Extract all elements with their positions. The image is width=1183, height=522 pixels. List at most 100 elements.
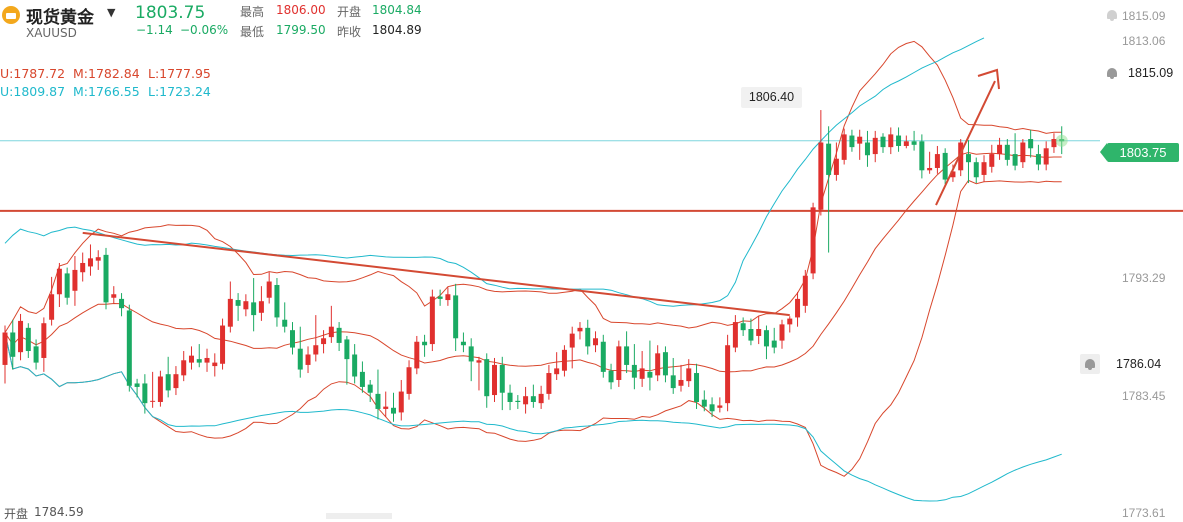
candle-body bbox=[787, 318, 793, 325]
candle-body bbox=[49, 294, 55, 320]
candle-body bbox=[492, 364, 498, 396]
candle-body bbox=[398, 391, 404, 413]
candle-body bbox=[841, 134, 847, 160]
candle-body bbox=[795, 298, 801, 318]
candle-body bbox=[10, 332, 16, 357]
red-band-l-line bbox=[4, 179, 1062, 477]
candle-body bbox=[321, 338, 327, 345]
candle-body bbox=[748, 329, 754, 341]
live-price-dot bbox=[1055, 134, 1068, 147]
candle-body bbox=[554, 368, 560, 375]
candle-body bbox=[227, 298, 233, 327]
cyan-band-middle: M:1766.55 bbox=[73, 84, 140, 99]
candle-body bbox=[289, 330, 295, 348]
candle-body bbox=[647, 371, 653, 378]
current-price-tag: 1803.75 bbox=[1100, 143, 1179, 162]
high-value: 1806.00 bbox=[276, 3, 326, 17]
candle-body bbox=[173, 374, 179, 389]
candle-body bbox=[72, 269, 78, 291]
candle-body bbox=[880, 136, 886, 148]
candle-body bbox=[577, 327, 583, 332]
candle-body bbox=[631, 364, 637, 378]
candle-body bbox=[119, 298, 125, 309]
low-value: 1799.50 bbox=[276, 23, 326, 37]
candle-body bbox=[872, 137, 878, 155]
candle-body bbox=[422, 341, 428, 346]
candle-body bbox=[965, 154, 971, 163]
prev-close-value: 1804.89 bbox=[372, 23, 422, 37]
candle-body bbox=[686, 368, 692, 382]
candle-body bbox=[1004, 144, 1010, 160]
candle-body bbox=[235, 300, 241, 306]
alert-bell-icon[interactable] bbox=[1085, 359, 1095, 370]
candle-body bbox=[266, 281, 272, 298]
alert-price-label[interactable]: 1815.09 bbox=[1128, 66, 1174, 80]
candle-body bbox=[1020, 142, 1026, 163]
gold-coin-icon bbox=[2, 6, 20, 24]
candle-body bbox=[212, 362, 218, 367]
candle-body bbox=[25, 327, 31, 352]
candle-body bbox=[670, 375, 676, 389]
candle-body bbox=[678, 379, 684, 386]
candle-body bbox=[538, 393, 544, 404]
candle-body bbox=[445, 294, 451, 301]
candle-body bbox=[150, 400, 156, 402]
candle-body bbox=[375, 393, 381, 409]
candle-body bbox=[313, 345, 319, 355]
red-band-lower: L:1777.95 bbox=[148, 66, 211, 81]
alert-price-label[interactable]: 1786.04 bbox=[1116, 357, 1162, 371]
scroll-handle[interactable] bbox=[326, 513, 392, 519]
y-tick-label: 1773.61 bbox=[1122, 506, 1166, 520]
candle-body bbox=[857, 136, 863, 144]
candle-body bbox=[383, 406, 389, 409]
candle-body bbox=[655, 353, 661, 376]
red-band-middle: M:1782.84 bbox=[73, 66, 140, 81]
candle-body bbox=[344, 339, 350, 360]
candle-body bbox=[1035, 154, 1041, 165]
candle-body bbox=[849, 135, 855, 148]
candle-body bbox=[569, 333, 575, 348]
price-change: −1.14 bbox=[136, 23, 173, 37]
candle-body bbox=[826, 143, 832, 175]
candle-body bbox=[756, 329, 762, 336]
candle-body bbox=[903, 141, 909, 146]
high-price-marker: 1806.40 bbox=[741, 87, 802, 108]
candle-body bbox=[437, 296, 443, 299]
candle-body bbox=[328, 326, 334, 338]
candle-body bbox=[188, 355, 194, 363]
red-band-upper: U:1787.72 bbox=[0, 66, 66, 81]
low-label: 最低 bbox=[240, 25, 265, 39]
candle-body bbox=[476, 360, 482, 363]
candle-body bbox=[157, 376, 163, 402]
cyan-band-lower: L:1723.24 bbox=[148, 84, 211, 99]
candle-body bbox=[204, 357, 210, 363]
candle-body bbox=[111, 294, 117, 298]
chevron-down-icon[interactable]: ▼ bbox=[107, 6, 116, 19]
candle-body bbox=[468, 346, 474, 362]
candle-body bbox=[701, 399, 707, 407]
candle-body bbox=[2, 332, 8, 365]
candle-body bbox=[126, 310, 132, 386]
y-tick-label: 1815.09 bbox=[1122, 9, 1166, 23]
y-tick-label: 1813.06 bbox=[1122, 34, 1166, 48]
candle-body bbox=[919, 141, 925, 171]
candle-body bbox=[864, 142, 870, 156]
candle-body bbox=[624, 346, 630, 365]
candle-body bbox=[608, 370, 614, 383]
candle-body bbox=[181, 360, 187, 376]
alert-bell-icon[interactable] bbox=[1107, 10, 1117, 21]
instrument-name[interactable]: 现货黄金 bbox=[26, 8, 94, 28]
alert-bell-icon[interactable] bbox=[1107, 68, 1117, 79]
candle-body bbox=[958, 142, 964, 171]
candle-body bbox=[981, 162, 987, 175]
red-band-m-line bbox=[4, 151, 1062, 373]
candle-body bbox=[429, 296, 435, 345]
candle-body bbox=[41, 323, 47, 358]
candle-body bbox=[942, 152, 948, 180]
candle-body bbox=[1012, 154, 1018, 166]
candle-body bbox=[142, 383, 148, 404]
candle-body bbox=[453, 295, 459, 339]
candle-body bbox=[585, 327, 591, 347]
